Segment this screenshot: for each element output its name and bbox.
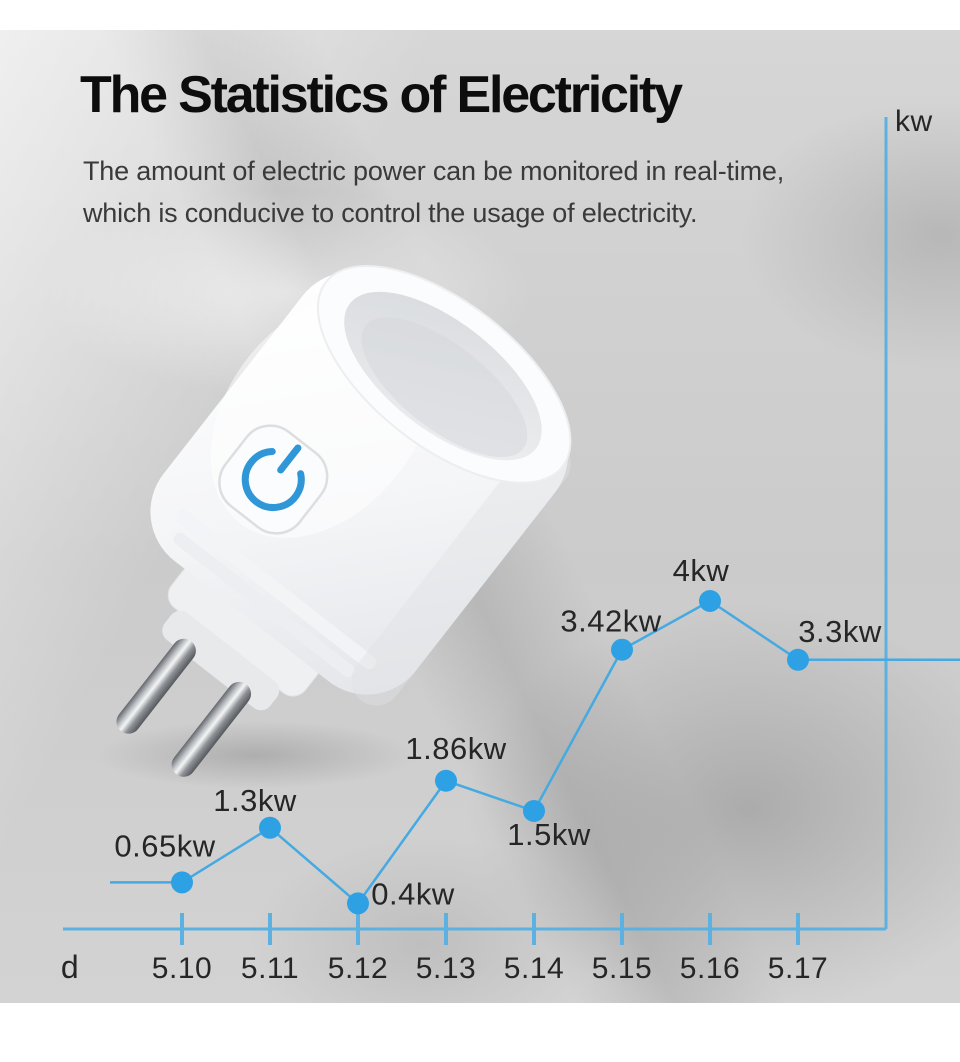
subtitle-line-2: which is conducive to control the usage … (83, 198, 698, 228)
plug-ridge (176, 509, 377, 670)
x-tick-label: 5.13 (416, 952, 476, 985)
plug-pin-right (171, 681, 252, 777)
plug-ridge (173, 532, 355, 678)
data-point (611, 638, 633, 661)
x-tick-label: 5.11 (241, 952, 299, 985)
smart-plug-image (95, 265, 572, 789)
data-point (699, 590, 721, 612)
data-point-label: 1.86kw (405, 731, 506, 766)
data-point (347, 892, 369, 915)
x-tick-label: 5.10 (152, 952, 212, 985)
data-point-label: 0.65kw (114, 828, 215, 863)
x-tick-label: 5.12 (328, 952, 388, 985)
data-point (171, 871, 193, 894)
bottom-margin (0, 1003, 960, 1062)
data-point-label: 3.3kw (798, 614, 882, 649)
page-subtitle: The amount of electric power can be moni… (83, 150, 784, 234)
page-title: The Statistics of Electricity (80, 66, 683, 124)
x-axis-title: d (61, 949, 79, 985)
data-point (259, 816, 281, 839)
data-point-label: 1.5kw (507, 817, 591, 852)
data-point (523, 800, 545, 822)
x-tick-label: 5.14 (504, 952, 564, 985)
plug-socket-inner-shadow (361, 317, 528, 458)
data-point-label: 3.42kw (560, 604, 661, 639)
data-point-label: 4kw (673, 553, 730, 588)
data-point (435, 769, 457, 792)
x-tick-label: 5.15 (592, 952, 652, 985)
power-button (218, 424, 329, 535)
power-icon (241, 444, 305, 511)
data-point (787, 648, 809, 671)
y-axis-title: kw (895, 105, 933, 138)
plug-socket-recess (344, 291, 542, 461)
plug-side-shade (351, 438, 571, 706)
plug-back-step-2 (162, 610, 280, 711)
x-tick-label: 5.17 (768, 952, 828, 985)
data-point-label: 1.3kw (213, 783, 297, 818)
plug-pin-left (116, 638, 196, 734)
data-line (110, 599, 960, 906)
x-tick-label: 5.16 (680, 952, 740, 985)
subtitle-line-1: The amount of electric power can be moni… (83, 156, 785, 186)
data-point-label: 0.4kw (371, 876, 455, 911)
top-margin (0, 0, 960, 30)
